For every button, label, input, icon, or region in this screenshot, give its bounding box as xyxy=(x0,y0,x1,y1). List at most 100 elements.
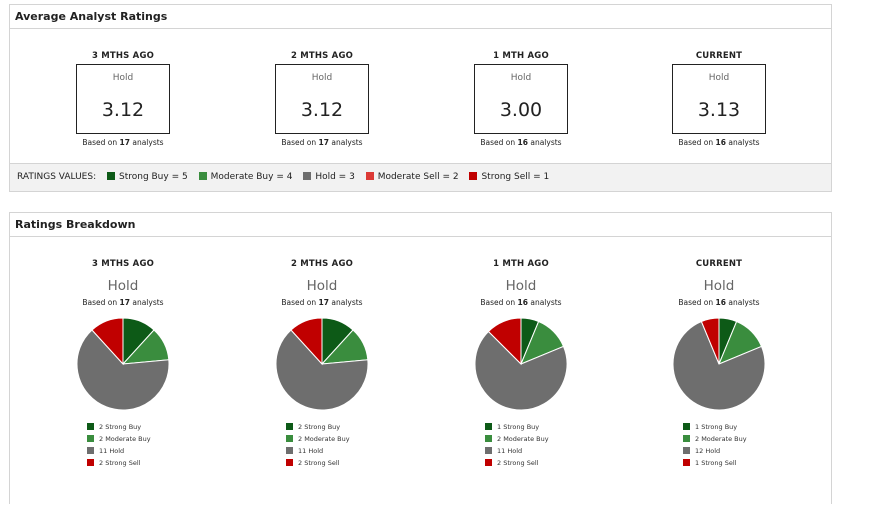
analyst-count: 16 xyxy=(517,138,528,147)
rating-box: Hold 3.00 xyxy=(474,64,568,134)
rating-label: Hold xyxy=(311,73,333,83)
avg-period-1m: 1 MTH AGO Hold 3.00 Based on 16 analysts xyxy=(446,51,596,147)
legend-row-hold: 11 Hold xyxy=(286,445,362,457)
rating-value: 3.12 xyxy=(101,99,145,121)
based-on-suffix: analysts xyxy=(728,138,760,147)
hold-swatch xyxy=(286,447,293,454)
legend-row-strong-sell: 2 Strong Sell xyxy=(286,457,362,469)
based-on-prefix: Based on xyxy=(82,298,118,307)
legend-text: 1 Strong Buy xyxy=(695,423,738,431)
based-on-text: Based on 17 analysts xyxy=(48,298,198,307)
hold-swatch xyxy=(485,447,492,454)
rating-box: Hold 3.12 xyxy=(275,64,369,134)
based-on-prefix: Based on xyxy=(480,298,516,307)
based-on-suffix: analysts xyxy=(530,138,562,147)
pie-legend: 1 Strong Buy 2 Moderate Buy 12 Hold 1 St… xyxy=(679,421,759,469)
based-on-prefix: Based on xyxy=(281,298,317,307)
strong-buy-swatch xyxy=(106,172,115,180)
based-on-text: Based on 16 analysts xyxy=(446,138,596,147)
period-heading: 3 MTHS AGO xyxy=(91,259,155,269)
legend-text: 1 Strong Sell xyxy=(695,459,737,467)
rating-value-moderate-sell: Moderate Sell = 2 xyxy=(365,164,459,191)
pie-slice-strong-sell xyxy=(700,317,720,365)
based-on-suffix: analysts xyxy=(132,138,164,147)
based-on-prefix: Based on xyxy=(82,138,118,147)
rating-value: 3.12 xyxy=(300,99,344,121)
based-on-text: Based on 16 analysts xyxy=(644,298,794,307)
legend-text: 2 Strong Sell xyxy=(298,459,340,467)
rating-value-text: Hold = 3 xyxy=(315,172,355,182)
moderate-buy-swatch xyxy=(198,172,207,180)
based-on-suffix: analysts xyxy=(728,298,760,307)
ratings-values-label: RATINGS VALUES: xyxy=(17,172,97,182)
panel-title: Ratings Breakdown xyxy=(10,213,831,237)
rating-value-text: Strong Buy = 5 xyxy=(118,172,188,182)
average-analyst-ratings-panel: Average Analyst Ratings 3 MTHS AGO Hold … xyxy=(9,4,832,192)
pie-slice-hold xyxy=(672,320,766,411)
legend-text: 2 Strong Buy xyxy=(298,423,341,431)
based-on-prefix: Based on xyxy=(678,138,714,147)
strong-sell-swatch xyxy=(469,172,478,180)
based-on-suffix: analysts xyxy=(132,298,164,307)
rating-value-text: Moderate Buy = 4 xyxy=(210,172,293,182)
legend-row-strong-buy: 2 Strong Buy xyxy=(286,421,362,433)
rating-value: 3.13 xyxy=(697,99,741,121)
legend-row-strong-sell: 2 Strong Sell xyxy=(485,457,561,469)
legend-text: 11 Hold xyxy=(497,447,523,455)
hold-swatch xyxy=(87,447,94,454)
legend-row-strong-sell: 2 Strong Sell xyxy=(87,457,163,469)
ratings-pie-chart xyxy=(474,317,568,411)
ratings-pie-chart xyxy=(76,317,170,411)
rating-value: 3.00 xyxy=(499,99,543,121)
legend-text: 12 Hold xyxy=(695,447,721,455)
rating-value-strong-buy: Strong Buy = 5 xyxy=(106,164,188,191)
strong-sell-swatch xyxy=(485,459,492,466)
strong-sell-swatch xyxy=(286,459,293,466)
legend-row-moderate-buy: 2 Moderate Buy xyxy=(485,433,561,445)
period-heading: CURRENT xyxy=(695,51,743,61)
legend-row-hold: 11 Hold xyxy=(485,445,561,457)
analyst-count: 17 xyxy=(119,298,130,307)
ratings-values-legend: RATINGS VALUES: Strong Buy = 5 Moderate … xyxy=(10,163,831,191)
breakdown-period-1m: 1 MTH AGO Hold Based on 16 analysts 1 St… xyxy=(446,259,596,469)
legend-text: 2 Moderate Buy xyxy=(695,435,747,443)
ratings-breakdown-panel: Ratings Breakdown 3 MTHS AGO Hold Based … xyxy=(9,212,832,504)
legend-text: 1 Strong Buy xyxy=(497,423,540,431)
moderate-buy-swatch xyxy=(87,435,94,442)
based-on-prefix: Based on xyxy=(480,138,516,147)
breakdown-period-2m: 2 MTHS AGO Hold Based on 17 analysts 2 S… xyxy=(247,259,397,469)
breakdown-period-3m: 3 MTHS AGO Hold Based on 17 analysts 2 S… xyxy=(48,259,198,469)
based-on-text: Based on 17 analysts xyxy=(247,298,397,307)
moderate-buy-swatch xyxy=(485,435,492,442)
period-heading: 1 MTH AGO xyxy=(493,259,549,269)
rating-value-strong-sell: Strong Sell = 1 xyxy=(469,164,549,191)
strong-buy-swatch xyxy=(683,423,690,430)
avg-period-2m: 2 MTHS AGO Hold 3.12 Based on 17 analyst… xyxy=(247,51,397,147)
legend-row-hold: 11 Hold xyxy=(87,445,163,457)
legend-row-moderate-buy: 2 Moderate Buy xyxy=(286,433,362,445)
rating-value-text: Moderate Sell = 2 xyxy=(377,172,459,182)
legend-text: 2 Moderate Buy xyxy=(298,435,350,443)
hold-swatch xyxy=(683,447,690,454)
legend-row-strong-buy: 2 Strong Buy xyxy=(87,421,163,433)
period-heading: 3 MTHS AGO xyxy=(91,51,155,61)
ratings-pie-chart xyxy=(672,317,766,411)
based-on-text: Based on 16 analysts xyxy=(446,298,596,307)
legend-row-hold: 12 Hold xyxy=(683,445,759,457)
rating-label: Hold xyxy=(510,73,532,83)
period-heading: 1 MTH AGO xyxy=(493,51,549,61)
analyst-count: 16 xyxy=(715,138,726,147)
period-heading: 2 MTHS AGO xyxy=(290,51,354,61)
legend-row-strong-buy: 1 Strong Buy xyxy=(485,421,561,433)
pie-slice-strong-sell xyxy=(91,317,124,366)
based-on-suffix: analysts xyxy=(331,138,363,147)
legend-text: 2 Strong Buy xyxy=(99,423,142,431)
based-on-text: Based on 16 analysts xyxy=(644,138,794,147)
legend-text: 2 Strong Sell xyxy=(99,459,141,467)
consensus-label: Hold xyxy=(107,278,139,294)
avg-period-current: CURRENT Hold 3.13 Based on 16 analysts xyxy=(644,51,794,147)
rating-value-hold: Hold = 3 xyxy=(303,164,355,191)
pie-legend: 2 Strong Buy 2 Moderate Buy 11 Hold 2 St… xyxy=(83,421,163,469)
based-on-prefix: Based on xyxy=(281,138,317,147)
avg-period-3m: 3 MTHS AGO Hold 3.12 Based on 17 analyst… xyxy=(48,51,198,147)
